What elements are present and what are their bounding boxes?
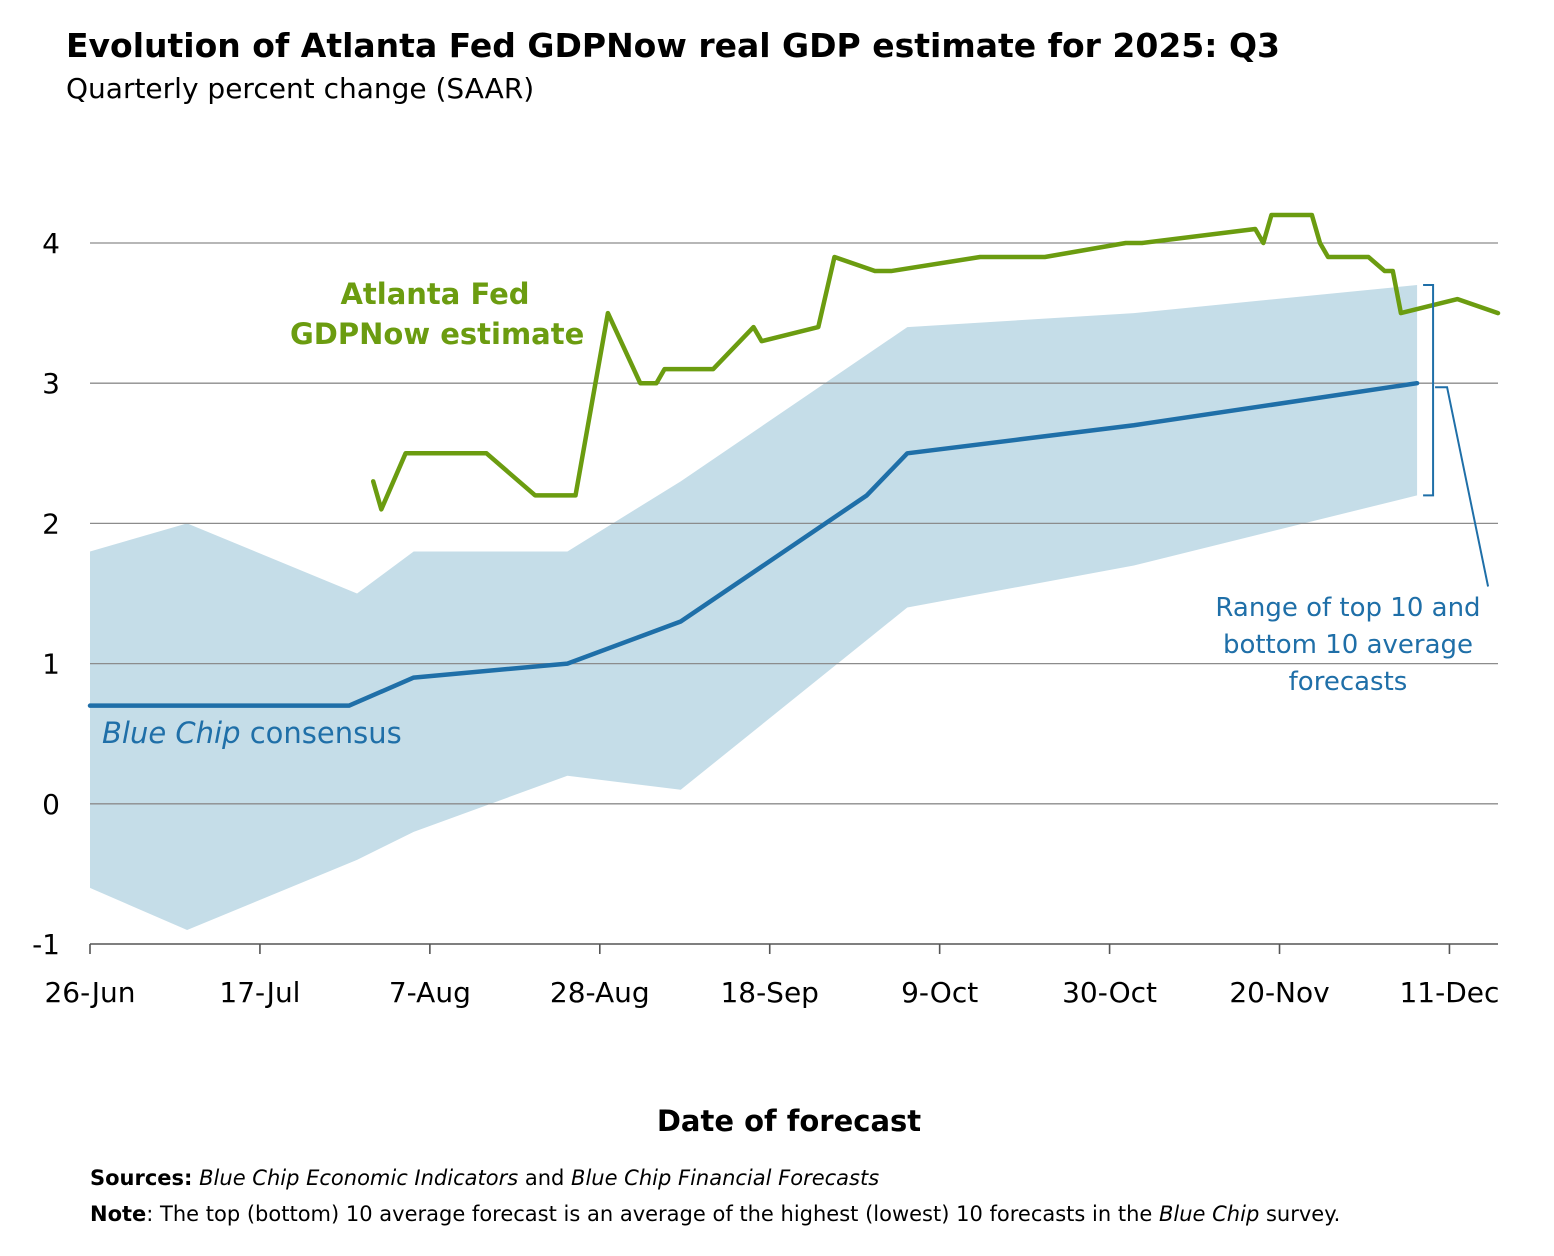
sources-part1: Blue Chip Economic Indicators — [199, 1166, 519, 1190]
sources-note: Sources: Blue Chip Economic Indicators a… — [90, 1166, 879, 1190]
x-axis — [89, 943, 1498, 954]
note-italic: Blue Chip — [1158, 1202, 1260, 1226]
range-leader-line — [1435, 386, 1490, 587]
note-text-1: : The top (bottom) 10 average forecast i… — [146, 1202, 1159, 1226]
footnote: Note: The top (bottom) 10 average foreca… — [90, 1202, 1340, 1226]
y-tick-label: 0 — [42, 788, 60, 821]
range-band-layer — [90, 285, 1418, 930]
x-tick-label: 18-Sep — [720, 976, 819, 1009]
x-tick-label: 7-Aug — [389, 976, 471, 1009]
sources-label: Sources: — [90, 1166, 193, 1190]
y-tick-label: 3 — [42, 367, 60, 400]
range-bracket — [1423, 284, 1490, 587]
range-annotation: Range of top 10 and bottom 10 average fo… — [1200, 590, 1496, 701]
series-lines — [87, 212, 1501, 708]
y-tick-label: 2 — [42, 507, 60, 540]
x-tick-label: 20-Nov — [1229, 976, 1329, 1009]
chart-subtitle: Quarterly percent change (SAAR) — [66, 72, 535, 105]
gdpnow-annotation: Atlanta Fed GDPNow estimate — [290, 274, 585, 354]
note-label: Note — [90, 1202, 147, 1226]
gdpnow-annotation-line2: GDPNow estimate — [290, 317, 585, 351]
y-tick-label: 4 — [42, 227, 60, 260]
x-tick-label: 9-Oct — [901, 976, 978, 1009]
bluechip-consensus-line — [87, 380, 1420, 708]
bluechip-annotation-italic: Blue Chip — [102, 716, 241, 750]
x-tick-label: 11-Dec — [1399, 976, 1499, 1009]
bluechip-annotation: Blue Chip consensus — [102, 716, 402, 750]
y-tick-labels: -1 0 1 2 3 4 — [32, 227, 60, 961]
bluechip-annotation-rest: consensus — [240, 716, 402, 750]
sources-part2: Blue Chip Financial Forecasts — [571, 1166, 880, 1190]
note-text-2: survey. — [1259, 1202, 1341, 1226]
x-tick-label: 26-Jun — [44, 976, 135, 1009]
x-tick-label: 17-Jul — [219, 976, 300, 1009]
x-tick-label: 28-Aug — [550, 976, 650, 1009]
gdpnow-line — [370, 212, 1501, 512]
x-tick-labels: 26-Jun 17-Jul 7-Aug 28-Aug 18-Sep 9-Oct 30-Oct… — [44, 976, 1499, 1009]
range-band — [90, 285, 1418, 930]
sources-and: and — [518, 1166, 572, 1190]
range-annotation-line1: Range of top 10 and — [1215, 593, 1481, 623]
y-tick-label: 1 — [42, 648, 60, 681]
y-tick-label: -1 — [32, 928, 60, 961]
chart-title: Evolution of Atlanta Fed GDPNow real GDP… — [66, 26, 1280, 65]
x-tick-label: 30-Oct — [1062, 976, 1157, 1009]
x-axis-title: Date of forecast — [656, 1104, 922, 1138]
range-annotation-line3: forecasts — [1288, 667, 1408, 697]
range-annotation-line2: bottom 10 average — [1222, 630, 1474, 660]
range-bracket-path — [1423, 284, 1435, 497]
gdpnow-annotation-line1: Atlanta Fed — [340, 277, 530, 311]
